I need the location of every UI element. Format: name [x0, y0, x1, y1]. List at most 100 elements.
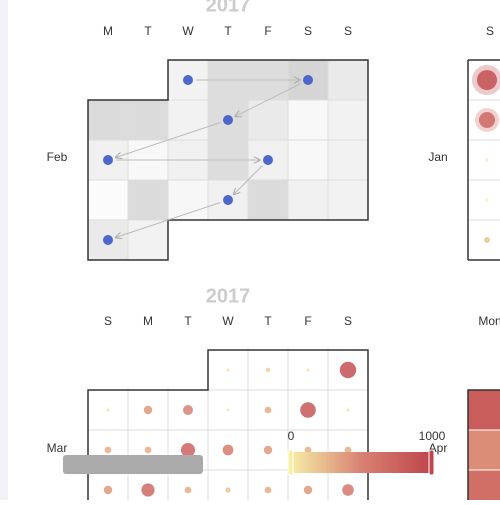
calendar-cell: [247, 469, 289, 505]
calendar-cell: [467, 179, 500, 221]
heat-cell: [127, 219, 169, 261]
bubble: [184, 486, 192, 494]
route-arrow: [234, 165, 263, 195]
day-label: M: [143, 314, 153, 328]
month-outline: [467, 389, 500, 505]
calendar-cell: [287, 469, 329, 505]
bubble: [346, 408, 350, 412]
route-point: [183, 75, 193, 85]
bubble: [143, 405, 153, 415]
day-label: W: [182, 24, 194, 38]
bubble: [485, 198, 489, 202]
heat-cell: [167, 99, 209, 141]
month-label: Jan: [428, 150, 447, 164]
bubble: [485, 158, 489, 162]
day-label: T: [264, 314, 272, 328]
day-label: F: [304, 314, 311, 328]
bubble: [484, 237, 490, 243]
heat-cell: [327, 59, 369, 101]
heat-cell: [247, 179, 289, 221]
heat-cell: [287, 99, 329, 141]
bubble: [106, 408, 110, 412]
calendar-cell: [287, 389, 329, 431]
day-label: T: [224, 24, 232, 38]
bubble: [103, 485, 113, 495]
route-arrow: [116, 122, 221, 158]
route-point: [223, 195, 233, 205]
calendar-title: 2017: [206, 0, 251, 16]
heat-cell: [467, 389, 500, 431]
visual-map-min: 0: [288, 429, 295, 443]
heat-cell: [127, 179, 169, 221]
day-label: S: [344, 24, 352, 38]
route-point: [303, 75, 313, 85]
heat-cell: [87, 99, 129, 141]
bubble: [342, 484, 354, 496]
bubble: [264, 406, 272, 414]
bubble: [144, 446, 152, 454]
visual-map-handle[interactable]: [287, 449, 294, 476]
heat-cell: [287, 179, 329, 221]
calendar-cell: [167, 469, 209, 505]
bubble: [226, 408, 230, 412]
route-point: [263, 155, 273, 165]
bubble: [222, 444, 234, 456]
side-strip: [0, 0, 8, 500]
bubble: [304, 446, 312, 454]
bubble: [339, 361, 357, 379]
bubble: [344, 446, 352, 454]
heat-cell: [467, 469, 500, 505]
bubble: [225, 487, 231, 493]
visual-map-gradient[interactable]: [290, 452, 432, 473]
bubble: [306, 368, 310, 372]
bubble: [303, 485, 313, 495]
heat-cell: [327, 139, 369, 181]
bubble: [479, 112, 495, 128]
heat-cell: [327, 179, 369, 221]
heat-cell: [287, 139, 329, 181]
calendar-cell: [87, 469, 129, 505]
bubble: [226, 368, 230, 372]
bubble: [264, 486, 272, 494]
visual-map-max: 1000: [419, 429, 446, 443]
bubble: [263, 445, 273, 455]
calendar-cell: [207, 469, 249, 505]
bubble: [265, 367, 271, 373]
day-label: W: [222, 314, 234, 328]
day-label: Mon: [478, 314, 500, 328]
calendar-cell: [467, 139, 500, 181]
route-point: [103, 155, 113, 165]
day-label: T: [144, 24, 152, 38]
visual-map-handle[interactable]: [428, 449, 435, 476]
day-label: M: [103, 24, 113, 38]
heat-cell: [127, 99, 169, 141]
route-arrow: [235, 83, 302, 117]
day-label: S: [304, 24, 312, 38]
month-outline: [87, 349, 369, 505]
calendar-title: 2017: [206, 285, 251, 307]
bubble: [181, 443, 195, 457]
day-label: S: [104, 314, 112, 328]
day-label: S: [344, 314, 352, 328]
month-label: Mar: [47, 441, 68, 455]
bubble: [141, 483, 155, 497]
bubble: [300, 402, 316, 418]
heat-cell: [247, 99, 289, 141]
month-outline: [87, 59, 369, 261]
heat-cell: [167, 179, 209, 221]
route-arrow: [116, 202, 221, 238]
heat-cell: [467, 429, 500, 471]
route-point: [223, 115, 233, 125]
bubble: [477, 70, 497, 90]
bubble: [104, 446, 112, 454]
route-point: [103, 235, 113, 245]
day-label: F: [264, 24, 271, 38]
heat-cell: [87, 179, 129, 221]
visual-map-bar[interactable]: [63, 455, 203, 474]
bubble: [183, 405, 193, 415]
heat-cell: [327, 99, 369, 141]
day-label: S: [486, 24, 494, 38]
day-label: T: [184, 314, 192, 328]
